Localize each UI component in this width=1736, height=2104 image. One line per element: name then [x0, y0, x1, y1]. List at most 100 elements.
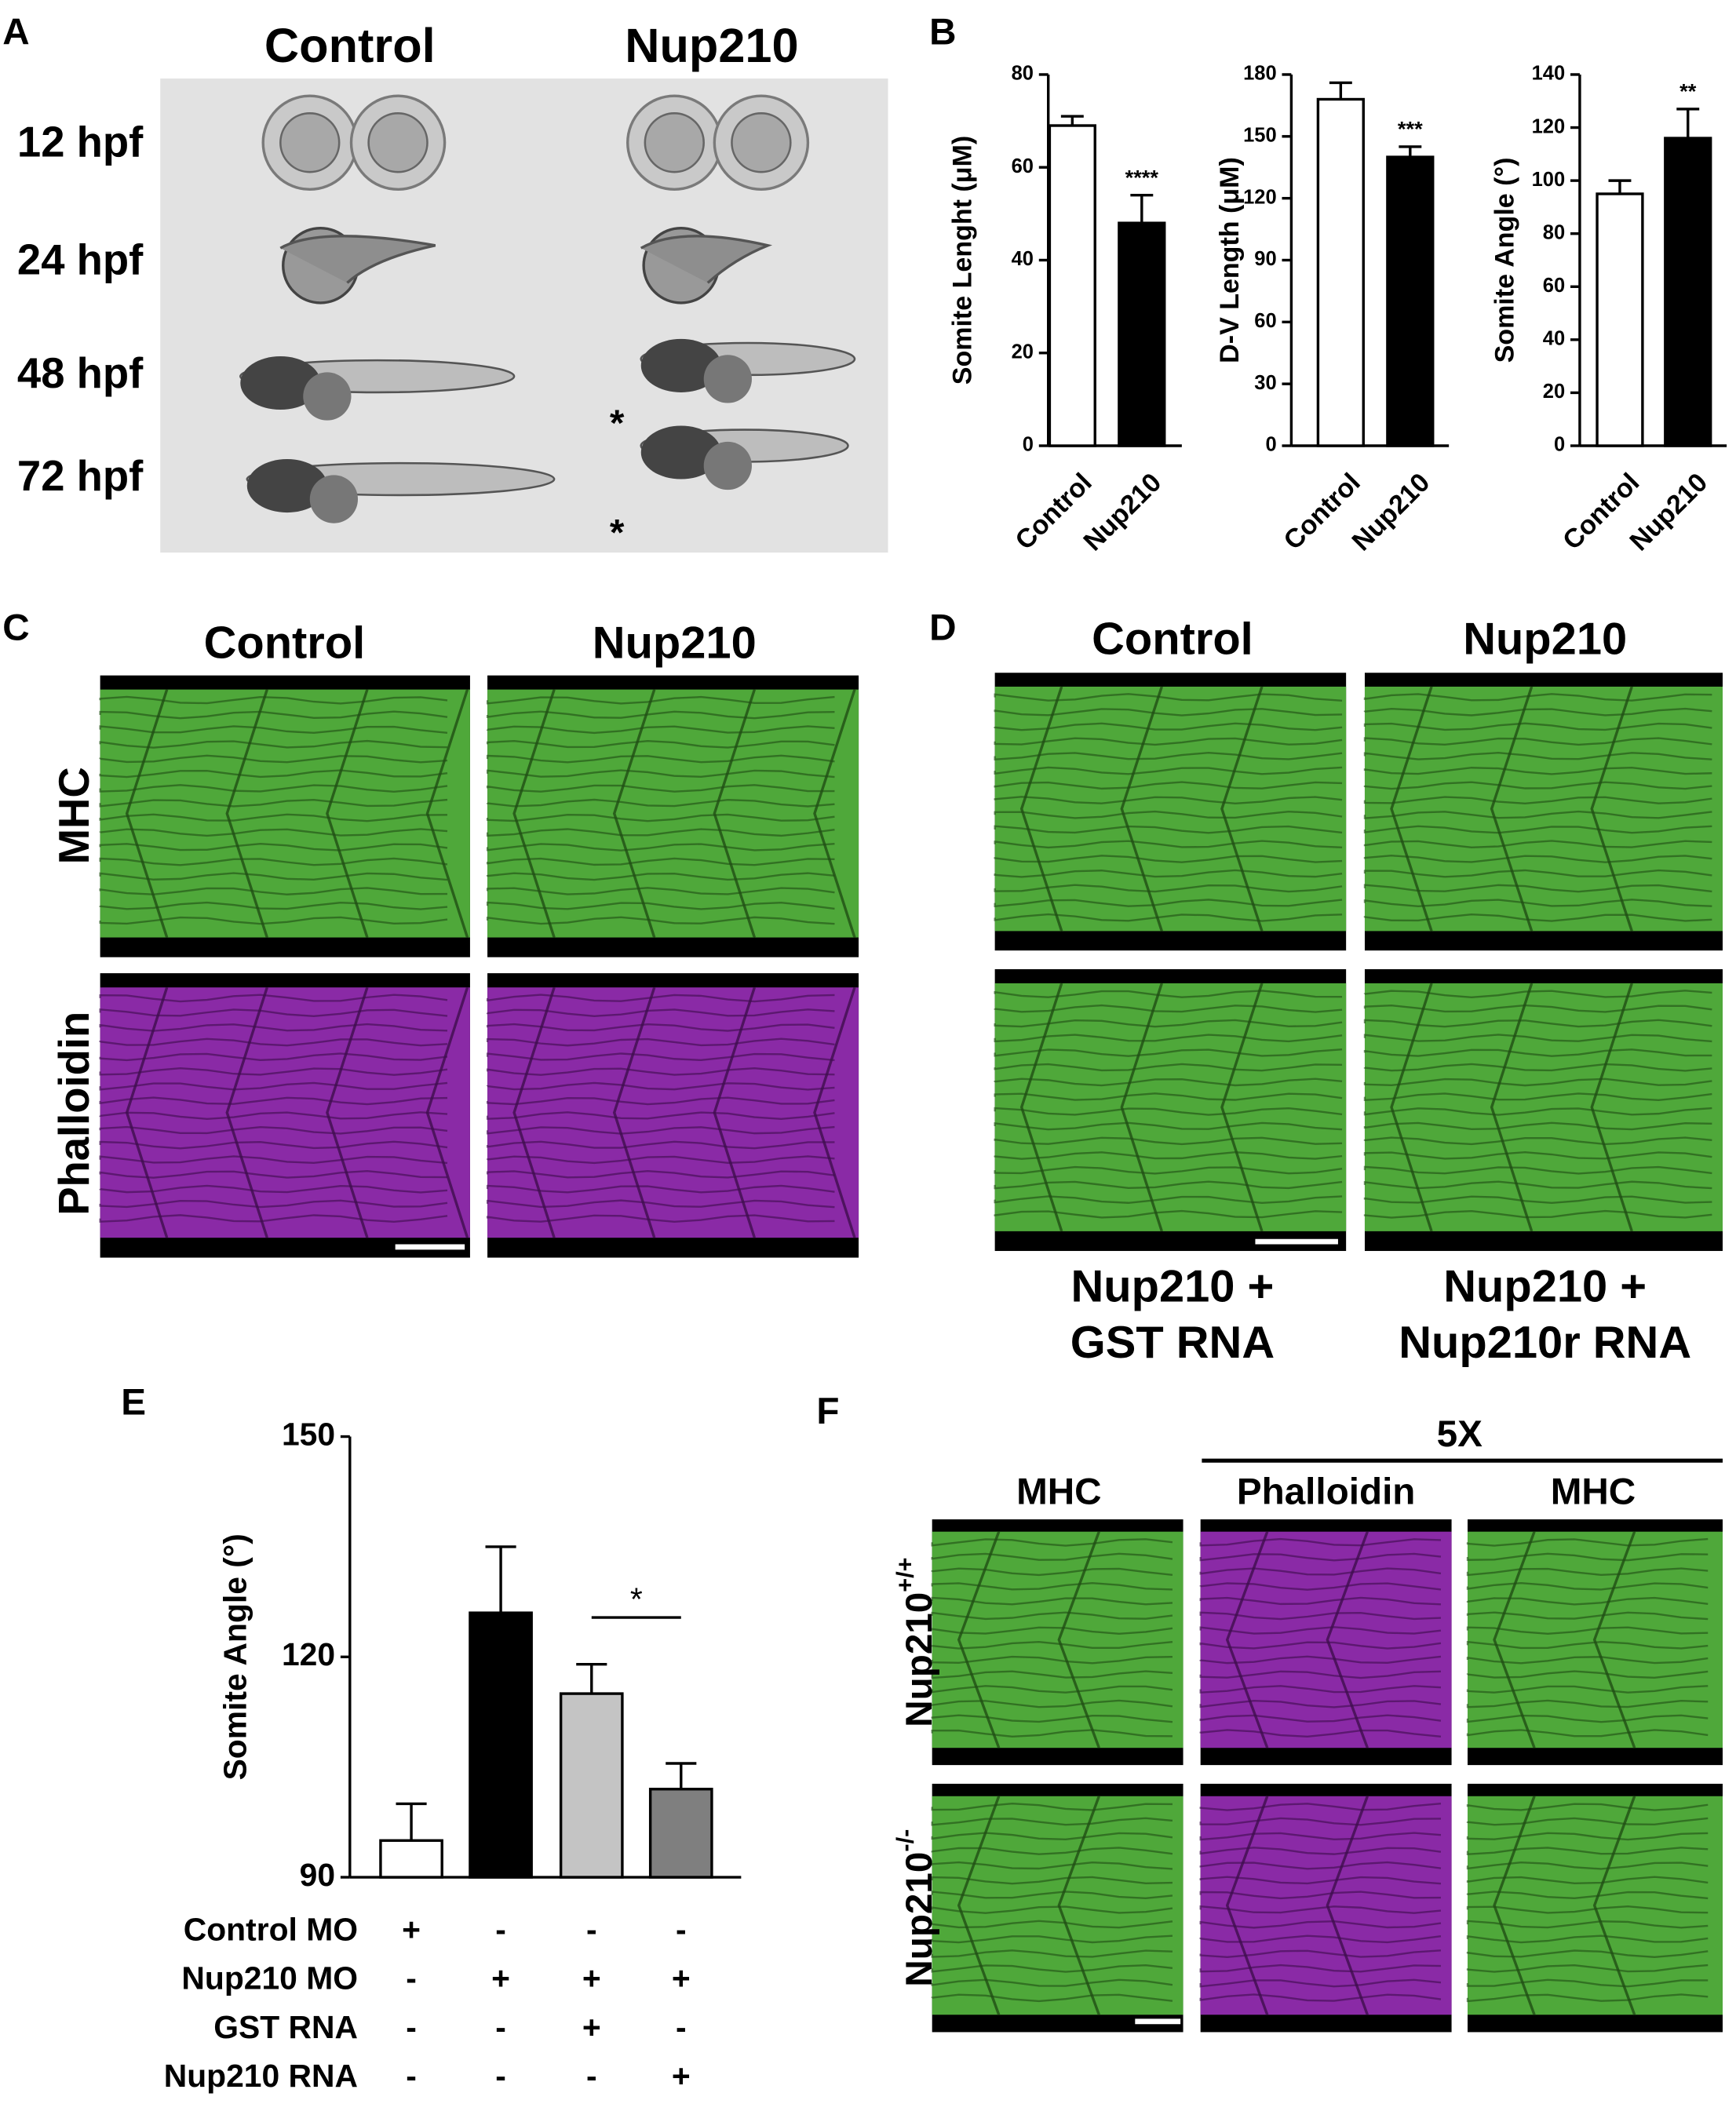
somite-boundary — [713, 689, 756, 939]
somite-boundary — [1493, 1796, 1536, 2015]
y-tick-label: 20 — [1543, 381, 1565, 403]
fiber — [486, 901, 835, 910]
fiber — [994, 766, 1343, 775]
fiber — [1466, 1685, 1709, 1694]
somite-boundary — [225, 986, 268, 1238]
fiber — [486, 1023, 835, 1032]
y-tick-label: 120 — [1532, 115, 1566, 137]
fiber — [1199, 1964, 1441, 1973]
fiber — [99, 916, 448, 925]
panel-label: B — [929, 12, 956, 53]
y-axis-label: D-V Length (μM) — [1215, 157, 1245, 363]
panel-label: C — [2, 607, 29, 648]
somite-boundary — [326, 986, 369, 1238]
fiber — [931, 1685, 1173, 1694]
fiber — [931, 1655, 1173, 1665]
bar — [379, 1839, 443, 1879]
somite-boundary — [1120, 983, 1163, 1232]
fiber — [1199, 1978, 1442, 1988]
fiber — [1363, 899, 1712, 908]
panel-label: F — [816, 1391, 839, 1432]
column-header: Control — [204, 618, 366, 669]
embryo-head — [640, 338, 721, 392]
fiber — [486, 784, 835, 793]
embryo-head — [246, 459, 327, 513]
fiber — [486, 695, 835, 705]
row-label-name: Nup210 — [899, 1852, 940, 1987]
fiber — [1363, 737, 1712, 746]
somite-boundary — [1592, 1531, 1636, 1748]
bar — [1664, 137, 1712, 447]
somite-boundary — [1120, 686, 1163, 932]
fiber — [99, 1155, 448, 1165]
row-label: 48 hpf — [17, 349, 144, 397]
fiber — [931, 1626, 1173, 1635]
fiber — [1363, 1078, 1712, 1087]
somite-boundary — [612, 986, 656, 1238]
fiber — [1363, 1209, 1712, 1219]
micrograph-tissue — [487, 689, 859, 938]
row-label: 72 hpf — [17, 452, 144, 500]
somite-boundary — [1490, 686, 1534, 932]
condition-mark: - — [676, 1912, 687, 1948]
condition-label: Nup210 RNA — [164, 2058, 358, 2094]
fiber — [99, 739, 448, 749]
somite-boundary — [125, 689, 169, 939]
fiber — [1363, 1019, 1712, 1028]
fiber — [1199, 1920, 1442, 1929]
embryo-yolk — [367, 112, 429, 173]
fiber — [994, 1034, 1343, 1043]
fiber — [1363, 693, 1712, 702]
somite-boundary — [225, 689, 268, 939]
fiber — [1199, 1905, 1442, 1914]
fiber — [486, 1111, 835, 1121]
somite-boundary — [1390, 983, 1433, 1232]
row-label: Phalloidin — [50, 1012, 98, 1216]
embryo-body — [640, 235, 773, 284]
fiber — [931, 1964, 1173, 1973]
fiber — [1199, 1699, 1442, 1708]
row-label: 24 hpf — [17, 235, 144, 283]
somite-boundary — [1493, 1531, 1536, 1748]
column-header: Phalloidin — [1237, 1471, 1416, 1512]
fiber — [486, 798, 835, 808]
fiber — [99, 1023, 448, 1032]
fiber — [1199, 1802, 1442, 1811]
caption: Nup210 + — [1443, 1262, 1647, 1312]
fiber — [1199, 1655, 1442, 1665]
fiber — [1363, 990, 1712, 999]
condition-mark: - — [586, 1912, 597, 1948]
y-tick-label: 80 — [1012, 63, 1034, 85]
fiber — [931, 1729, 1173, 1738]
fiber — [994, 1165, 1343, 1175]
fiber — [1363, 1048, 1712, 1057]
fiber — [1466, 1876, 1709, 1885]
bar — [1596, 192, 1644, 447]
fiber — [1363, 869, 1712, 878]
y-tick-label: 80 — [1543, 221, 1565, 243]
panel-label: A — [2, 12, 29, 53]
somite-boundary — [425, 986, 469, 1238]
fiber — [99, 1096, 448, 1106]
fiber — [1466, 1640, 1709, 1650]
fiber — [486, 1170, 835, 1179]
fiber — [1466, 1596, 1709, 1606]
condition-mark: - — [495, 1912, 506, 1948]
condition-label: Nup210 MO — [181, 1960, 358, 1996]
fiber — [1363, 913, 1712, 922]
fiber — [994, 840, 1343, 849]
fiber — [994, 1063, 1343, 1072]
bar — [1316, 97, 1365, 447]
row-label: 12 hpf — [17, 119, 144, 166]
y-tick-label: 30 — [1254, 372, 1276, 394]
fiber — [994, 855, 1343, 863]
fiber — [1199, 1537, 1441, 1547]
column-header: MHC — [1551, 1471, 1636, 1512]
fiber — [1363, 752, 1712, 760]
fiber — [994, 1107, 1343, 1116]
somite-boundary — [1490, 983, 1534, 1232]
fiber — [931, 1802, 1173, 1811]
fiber — [994, 810, 1343, 819]
fiber — [1199, 1626, 1442, 1635]
fiber — [994, 825, 1343, 834]
